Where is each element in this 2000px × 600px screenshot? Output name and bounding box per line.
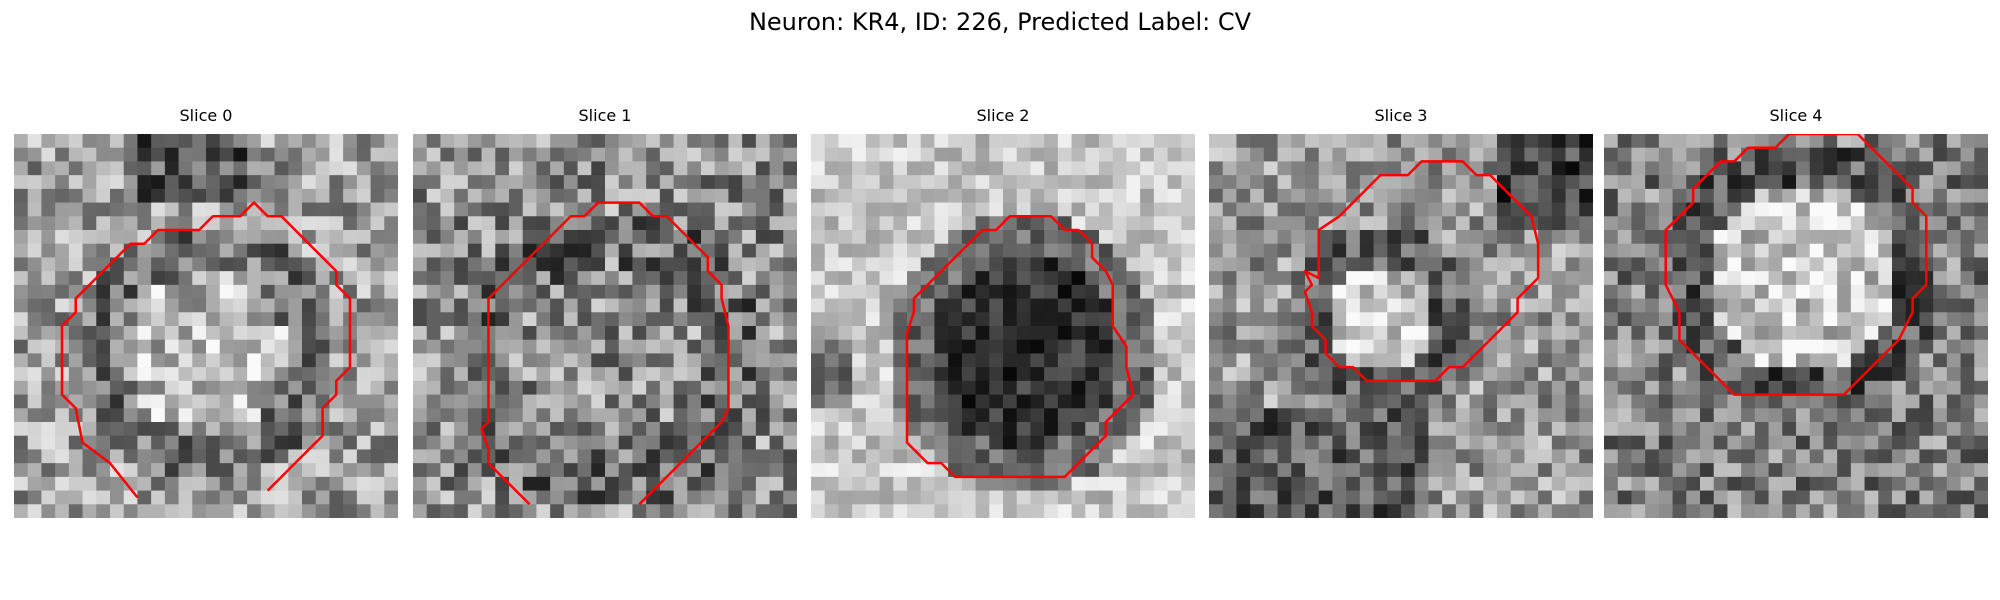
- segmentation-contour: [1303, 160, 1540, 383]
- segmentation-contour: [1664, 134, 1928, 396]
- slice-title: Slice 4: [1769, 106, 1823, 125]
- figure-title: Neuron: KR4, ID: 226, Predicted Label: C…: [748, 8, 1252, 36]
- pixel-texture: [14, 134, 398, 518]
- slice-canvas: [811, 134, 1195, 518]
- pixel-texture: [811, 134, 1195, 518]
- pixel-texture: [1209, 134, 1593, 518]
- slice-title: Slice 3: [1374, 106, 1428, 125]
- slice-image: [1209, 134, 1593, 518]
- slice-image: [811, 134, 1195, 518]
- slice-canvas: [413, 134, 797, 518]
- slice-panel: Slice 0: [14, 106, 398, 518]
- slice-canvas: [1209, 134, 1593, 518]
- slice-image: [1604, 134, 1988, 518]
- slice-panel: Slice 3: [1209, 106, 1593, 518]
- segmentation-contour: [480, 201, 730, 506]
- pixel-texture: [413, 134, 797, 518]
- slice-panel: Slice 1: [413, 106, 797, 518]
- segmentation-contour: [60, 201, 352, 499]
- segmentation-contour: [905, 215, 1135, 479]
- slice-image: [14, 134, 398, 518]
- slice-title: Slice 1: [578, 106, 632, 125]
- slice-panel: Slice 4: [1604, 106, 1988, 518]
- pixel-texture: [1604, 134, 1988, 518]
- slice-panel: Slice 2: [811, 106, 1195, 518]
- slice-canvas: [1604, 134, 1988, 518]
- slice-image: [413, 134, 797, 518]
- slice-title: Slice 2: [976, 106, 1030, 125]
- slice-canvas: [14, 134, 398, 518]
- slice-title: Slice 0: [179, 106, 233, 125]
